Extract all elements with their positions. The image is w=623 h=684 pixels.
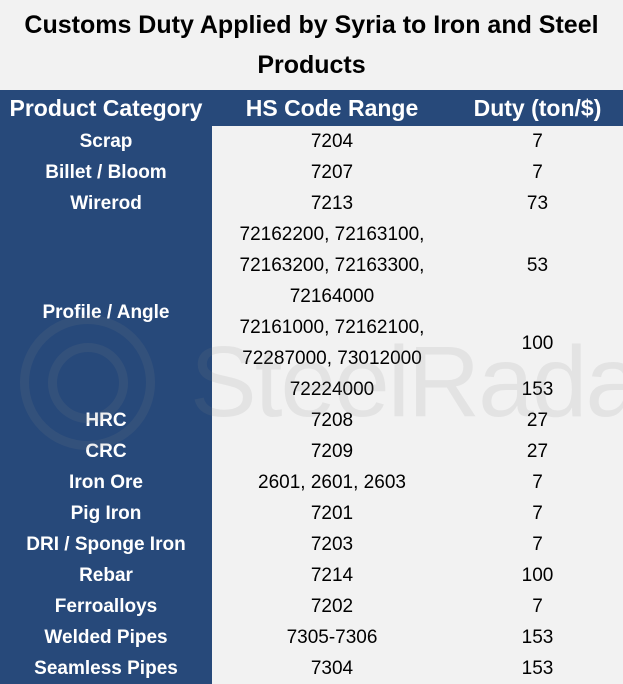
hs-code-cell: 7209 [310,441,354,462]
hs-code-cell: 72162200, 72163100, 72163200, 72163300, … [239,224,425,307]
table-row: Ferroalloys 7202 7 [0,591,623,622]
duty-cell: 73 [526,193,549,214]
table-row: CRC 7209 27 [0,436,623,467]
table-row: Pig Iron 7201 7 [0,498,623,529]
category-cell: Billet / Bloom [0,157,212,188]
category-cell: Scrap [0,126,212,157]
table-row: Iron Ore 2601, 2601, 2603 7 [0,467,623,498]
duty-cell: 7 [532,131,543,152]
category-cell: Ferroalloys [0,591,212,622]
duty-cell: 7 [532,596,543,617]
table-row: 72161000, 72162100, 72287000, 73012000 10… [0,312,623,374]
category-cell: Pig Iron [0,498,212,529]
hs-code-cell: 7208 [310,410,354,431]
duty-cell: 27 [526,441,549,462]
category-cell: Profile / Angle [0,219,212,405]
hs-code-cell: 2601, 2601, 2603 [258,472,406,493]
duty-cell: 100 [521,565,554,586]
table-row: Billet / Bloom 7207 7 [0,157,623,188]
table-row: Welded Pipes 7305-7306 153 [0,622,623,653]
duty-cell: 27 [526,410,549,431]
hs-code-cell: 7202 [310,596,354,617]
table-row: Profile / Angle 72162200, 72163100, 72163… [0,219,623,405]
hs-code-cell: 7203 [310,534,354,555]
table-row: Rebar 7214 100 [0,560,623,591]
category-cell: HRC [0,405,212,436]
hs-code-cell: 7304 [310,658,354,679]
table-row: Scrap 7204 7 [0,126,623,157]
category-cell: Welded Pipes [0,622,212,653]
table-row: HRC 7208 27 [0,405,623,436]
table-row: Wirerod 7213 73 [0,188,623,219]
duty-cell: 153 [521,658,554,679]
duty-cell: 153 [521,627,554,648]
column-header-hs-code: HS Code Range [212,90,452,126]
hs-code-cell: 72161000, 72162100, 72287000, 73012000 [239,317,425,369]
table-row: DRI / Sponge Iron 7203 7 [0,529,623,560]
duty-cell: 7 [532,162,543,183]
duty-cell: 153 [521,379,554,400]
header-row: Product Category HS Code Range Duty (ton… [0,90,623,126]
category-cell: CRC [0,436,212,467]
category-cell: Wirerod [0,188,212,219]
category-cell: DRI / Sponge Iron [0,529,212,560]
hs-code-cell: 7214 [310,565,354,586]
column-header-duty: Duty (ton/$) [452,90,623,126]
page-title: Customs Duty Applied by Syria to Iron an… [24,11,599,79]
duty-cell: 100 [521,332,554,354]
customs-duty-table: Product Category HS Code Range Duty (ton… [0,90,623,684]
duty-cell: 7 [532,534,543,555]
hs-code-cell: 7201 [310,503,354,524]
hs-code-cell: 72224000 [289,379,375,400]
duty-cell: 7 [532,472,543,493]
hs-code-cell: 7204 [310,131,354,152]
table-row: 72224000 153 [0,374,623,405]
duty-cell: 7 [532,503,543,524]
duty-cell: 53 [526,255,549,276]
hs-code-cell: 7207 [310,162,354,183]
table-row: Seamless Pipes 7304 153 [0,653,623,684]
hs-code-cell: 7213 [310,193,354,214]
category-cell: Rebar [0,560,212,591]
category-cell: Seamless Pipes [0,653,212,684]
hs-code-cell: 7305-7306 [286,627,378,648]
category-cell: Iron Ore [0,467,212,498]
column-header-category: Product Category [0,90,212,126]
